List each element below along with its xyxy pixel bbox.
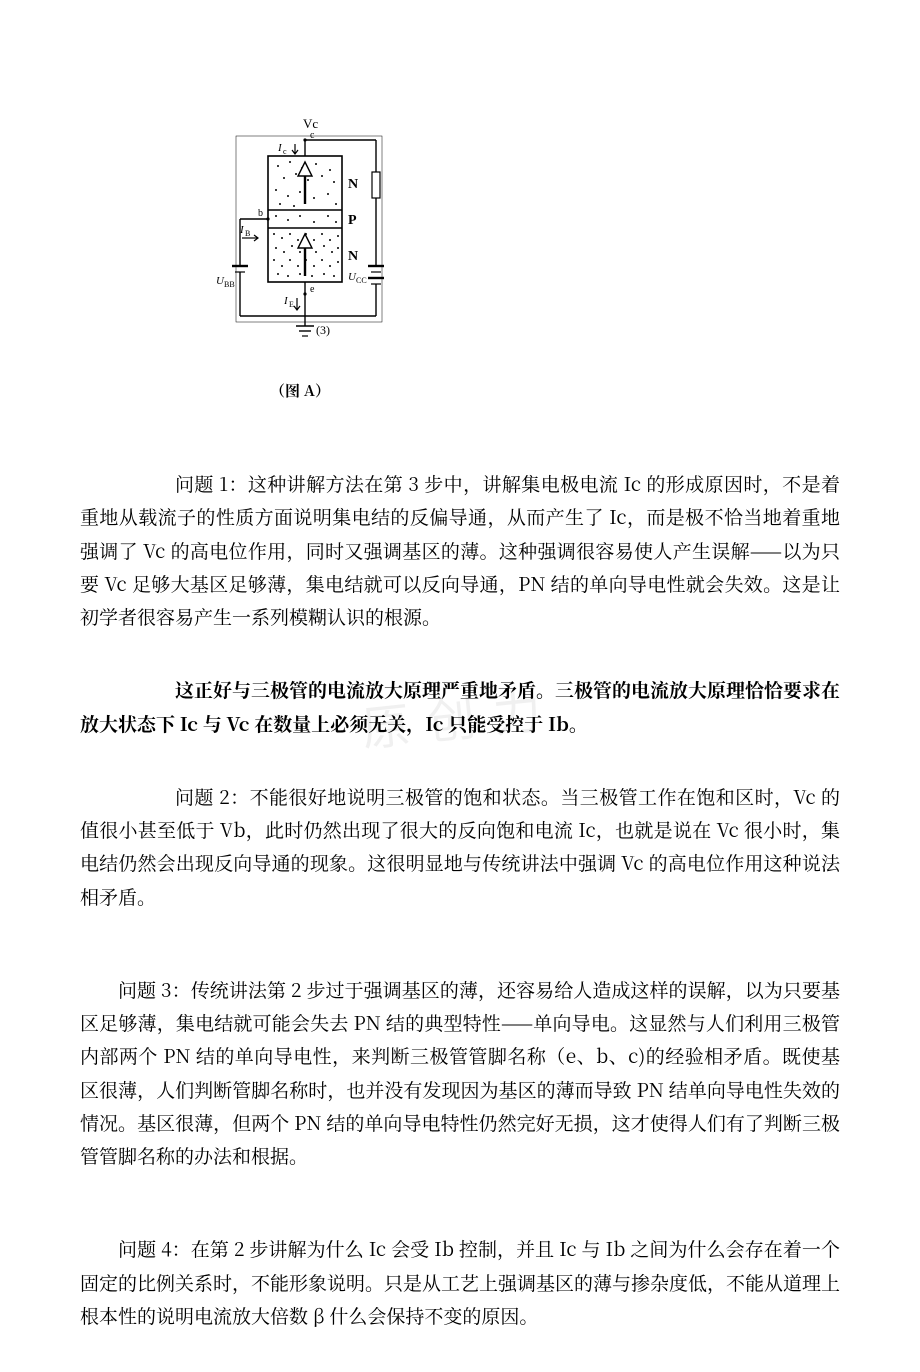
transistor-diagram: Vc c I c U CC xyxy=(200,116,400,374)
label-b: b xyxy=(258,208,263,219)
svg-text:c: c xyxy=(283,147,287,156)
label-n-bot: N xyxy=(348,249,358,264)
figure-a: Vc c I c U CC xyxy=(200,116,400,401)
figure-caption: （图 A） xyxy=(200,380,400,401)
label-p: P xyxy=(348,213,357,228)
paragraph-problem-3: 问题 3：传统讲法第 2 步过于强调基区的薄，还容易给人造成这样的误解，以为只要… xyxy=(80,973,840,1173)
label-vc: Vc xyxy=(303,116,318,131)
paragraph-principle-bold: 这正好与三极管的电流放大原理严重地矛盾。三极管的电流放大原理恰恰要求在放大状态下… xyxy=(80,673,840,740)
paragraph-problem-2: 问题 2：不能很好地说明三极管的饱和状态。当三极管工作在饱和区时，Vc 的值很小… xyxy=(80,780,840,913)
label-n-top: N xyxy=(348,177,358,192)
svg-text:CC: CC xyxy=(356,276,367,285)
svg-text:BB: BB xyxy=(224,280,235,289)
label-e: e xyxy=(310,284,315,295)
svg-text:E: E xyxy=(289,300,294,309)
paragraph-problem-4: 问题 4：在第 2 步讲解为什么 Ic 会受 Ib 控制，并且 Ic 与 Ib … xyxy=(80,1232,840,1332)
label-step: (3) xyxy=(316,323,330,337)
paragraph-problem-1: 问题 1：这种讲解方法在第 3 步中，讲解集电极电流 Ic 的形成原因时，不是着… xyxy=(80,467,840,633)
svg-text:B: B xyxy=(245,229,250,238)
